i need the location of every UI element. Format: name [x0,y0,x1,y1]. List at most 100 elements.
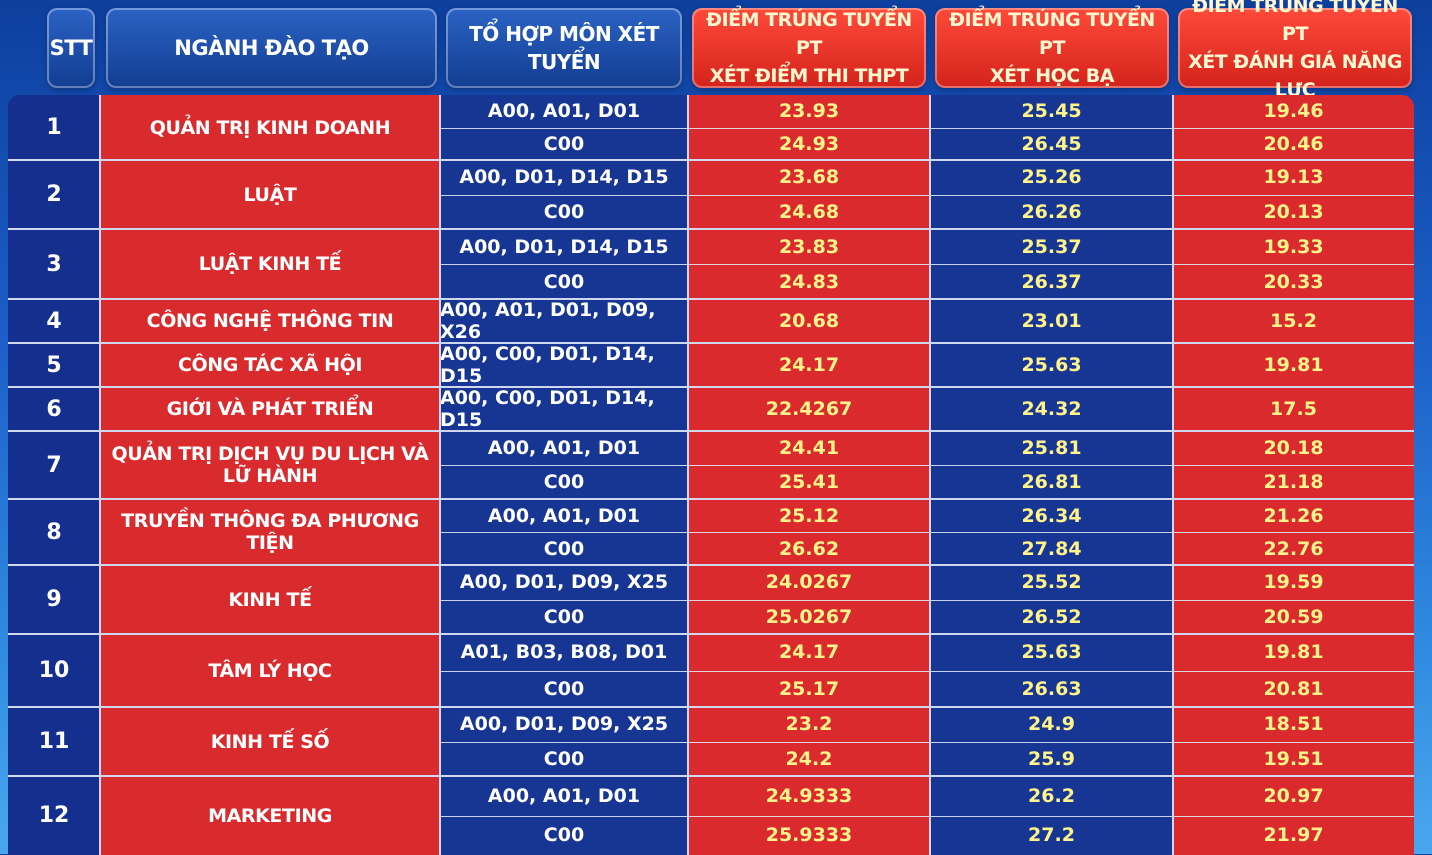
sub-row-divider [440,532,1414,533]
row-divider [8,564,1414,566]
cell-dgnl-score: 20.13 [1173,195,1414,230]
cell-hocba-score: 23.01 [930,299,1173,343]
cell-combo: C00 [440,742,688,777]
header-combo: TỔ HỢP MÔN XÉT TUYỂN [446,8,682,88]
cell-dgnl-score: 20.18 [1173,431,1414,465]
cell-combo: C00 [440,816,688,855]
row-major: QUẢN TRỊ DỊCH VỤ DU LỊCH VÀ LỮ HÀNH [100,431,440,499]
row-major: LUẬT KINH TẾ [100,229,440,299]
row-divider [8,298,1414,300]
row-stt: 1 [8,95,100,160]
cell-dgnl-score: 21.97 [1173,816,1414,855]
row-divider [8,775,1414,777]
header-hocba-line1: ĐIỂM TRÚNG TUYỂN PT [935,6,1169,62]
row-divider [8,386,1414,388]
header-dgnl: ĐIỂM TRÚNG TUYỂN PT XÉT ĐÁNH GIÁ NĂNG LỰ… [1178,8,1412,88]
header-stt-label: STT [50,34,93,62]
cell-dgnl-score: 15.2 [1173,299,1414,343]
cell-combo: C00 [440,264,688,299]
cell-hocba-score: 27.84 [930,532,1173,565]
cell-dgnl-score: 20.97 [1173,776,1414,816]
cell-dgnl-score: 20.46 [1173,128,1414,161]
cell-dgnl-score: 19.33 [1173,229,1414,264]
cell-dgnl-score: 19.59 [1173,565,1414,600]
row-divider [8,159,1414,161]
row-stt: 2 [8,160,100,229]
cell-thpt-score: 24.2 [688,742,930,777]
sub-row-divider [440,128,1414,129]
row-major: LUẬT [100,160,440,229]
row-major: KINH TẾ SỐ [100,707,440,776]
cell-dgnl-score: 19.46 [1173,95,1414,128]
column-divider [929,95,931,855]
cell-thpt-score: 22.4267 [688,387,930,431]
cell-hocba-score: 26.2 [930,776,1173,816]
column-divider [99,95,101,855]
cell-dgnl-score: 21.26 [1173,499,1414,532]
header-stt: STT [47,8,95,88]
sub-row-divider [440,742,1414,743]
cell-combo: C00 [440,195,688,230]
cell-combo: A00, D01, D14, D15 [440,160,688,195]
row-stt: 7 [8,431,100,499]
sub-row-divider [440,671,1414,672]
cell-thpt-score: 25.41 [688,465,930,499]
cell-thpt-score: 25.9333 [688,816,930,855]
column-divider [1172,95,1174,855]
row-stt: 9 [8,565,100,634]
cell-thpt-score: 23.93 [688,95,930,128]
cell-dgnl-score: 20.59 [1173,600,1414,635]
cell-thpt-score: 24.68 [688,195,930,230]
cell-hocba-score: 26.45 [930,128,1173,161]
column-divider [439,95,441,855]
row-major: TRUYỀN THÔNG ĐA PHƯƠNG TIỆN [100,499,440,565]
cell-thpt-score: 24.0267 [688,565,930,600]
cell-hocba-score: 25.81 [930,431,1173,465]
cell-hocba-score: 25.45 [930,95,1173,128]
cell-hocba-score: 26.34 [930,499,1173,532]
row-major: KINH TẾ [100,565,440,634]
sub-row-divider [440,264,1414,265]
row-stt: 5 [8,343,100,387]
cell-hocba-score: 27.2 [930,816,1173,855]
cell-combo: A00, C00, D01, D14, D15 [440,343,688,387]
row-divider [8,706,1414,708]
cell-combo: A00, A01, D01 [440,95,688,128]
row-major: TÂM LÝ HỌC [100,634,440,707]
cell-combo: A01, B03, B08, D01 [440,634,688,671]
cell-combo: C00 [440,671,688,708]
row-divider [8,430,1414,432]
cell-hocba-score: 25.9 [930,742,1173,777]
cell-dgnl-score: 22.76 [1173,532,1414,565]
cell-thpt-score: 26.62 [688,532,930,565]
row-stt: 12 [8,776,100,855]
cell-dgnl-score: 19.81 [1173,343,1414,387]
row-stt: 10 [8,634,100,707]
cell-combo: C00 [440,465,688,499]
row-stt: 11 [8,707,100,776]
cell-thpt-score: 23.68 [688,160,930,195]
cell-combo: C00 [440,600,688,635]
cell-thpt-score: 24.83 [688,264,930,299]
cell-hocba-score: 25.63 [930,634,1173,671]
cell-hocba-score: 25.52 [930,565,1173,600]
header-thpt-line1: ĐIỂM TRÚNG TUYỂN PT [692,6,926,62]
